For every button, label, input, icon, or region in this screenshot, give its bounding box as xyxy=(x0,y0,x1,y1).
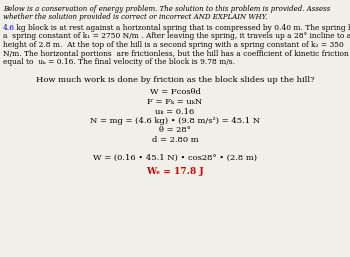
Text: N = mg = (4.6 kg) • (9.8 m/s²) = 45.1 N: N = mg = (4.6 kg) • (9.8 m/s²) = 45.1 N xyxy=(90,117,260,125)
Text: d = 2.80 m: d = 2.80 m xyxy=(152,136,198,144)
Text: equal to  uₖ = 0.16. The final velocity of the block is 9.78 m/s.: equal to uₖ = 0.16. The final velocity o… xyxy=(3,58,235,66)
Text: N/m. The horizontal portions  are frictionless, but the hill has a coefficient o: N/m. The horizontal portions are frictio… xyxy=(3,50,349,58)
Text: a  spring constant of k₁ = 2750 N/m . After leaving the spring, it travels up a : a spring constant of k₁ = 2750 N/m . Aft… xyxy=(3,32,350,41)
Text: W = (0.16 • 45.1 N) • cos28° • (2.8 m): W = (0.16 • 45.1 N) • cos28° • (2.8 m) xyxy=(93,153,257,161)
Text: 4.6: 4.6 xyxy=(3,24,15,32)
Text: height of 2.8 m.  At the top of the hill is a second spring with a spring consta: height of 2.8 m. At the top of the hill … xyxy=(3,41,344,49)
Text: Wₑ = 17.8 J: Wₑ = 17.8 J xyxy=(146,167,204,176)
Text: Below is a conservation of energy problem. The solution to this problem is provi: Below is a conservation of energy proble… xyxy=(3,5,330,13)
Text: How much work is done by friction as the block slides up the hill?: How much work is done by friction as the… xyxy=(36,76,314,84)
Text: θ = 28°: θ = 28° xyxy=(159,126,191,134)
Text: whether the solution provided is correct or incorrect AND EXPLAIN WHY.: whether the solution provided is correct… xyxy=(3,13,268,21)
Text: F = Fₖ = uₖN: F = Fₖ = uₖN xyxy=(147,98,203,106)
Text: kg block is at rest against a horizontal spring that is compressed by 0.40 m. Th: kg block is at rest against a horizontal… xyxy=(14,24,350,32)
Text: uₖ = 0.16: uₖ = 0.16 xyxy=(155,107,195,115)
Text: W = Fcosθd: W = Fcosθd xyxy=(149,88,201,96)
